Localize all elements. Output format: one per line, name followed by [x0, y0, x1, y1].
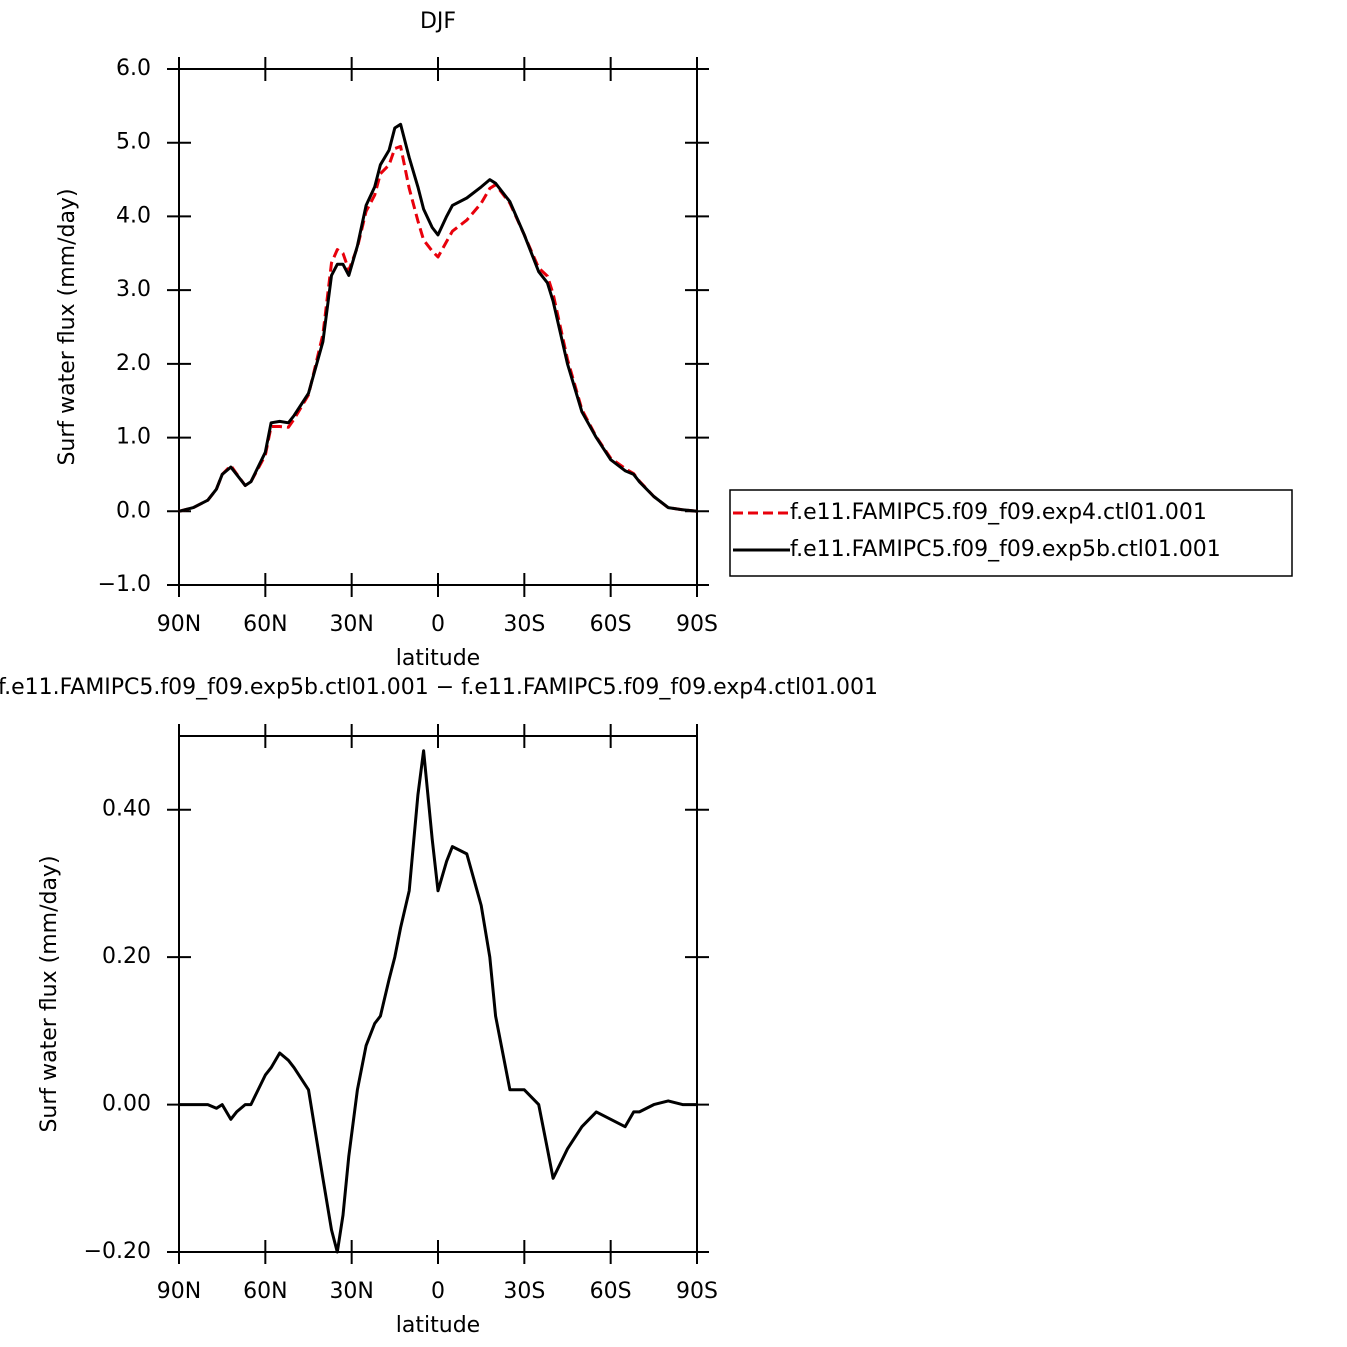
y-tick-label: 2.0 [116, 351, 151, 376]
y-tick-label: 5.0 [116, 130, 151, 155]
x-tick-label: 30N [329, 612, 373, 637]
plot-frame [178, 735, 698, 1253]
x-axis-label: latitude [396, 1313, 480, 1338]
x-tick-label: 60N [243, 1279, 287, 1304]
y-tick-label: −0.20 [84, 1239, 151, 1264]
x-tick-label: 30N [329, 1279, 373, 1304]
chart-title: DJF [420, 9, 456, 34]
y-axis-label: Surf water flux (mm/day) [37, 855, 62, 1132]
plot-frame [178, 68, 698, 586]
y-tick-label: 0.0 [116, 498, 151, 523]
y-tick-label: 6.0 [116, 56, 151, 81]
x-tick-label: 60S [590, 1279, 632, 1304]
data-line [178, 144, 698, 513]
chart-title: f.e11.FAMIPC5.f09_f09.exp5b.ctl01.001 − … [0, 675, 878, 700]
y-tick-label: 0.00 [102, 1092, 151, 1117]
x-tick-label: 90S [676, 1279, 718, 1304]
y-tick-label: 3.0 [116, 277, 151, 302]
y-tick-label: 1.0 [116, 425, 151, 450]
x-tick-label: 30S [503, 1279, 545, 1304]
x-tick-label: 60N [243, 612, 287, 637]
y-tick-label: 4.0 [116, 203, 151, 228]
legend-box [729, 489, 1293, 577]
data-line [178, 122, 698, 513]
y-tick-label: 0.40 [102, 797, 151, 822]
y-axis-label: Surf water flux (mm/day) [55, 188, 80, 465]
x-axis-label: latitude [396, 646, 480, 671]
x-tick-label: 60S [590, 612, 632, 637]
y-tick-label: 0.20 [102, 944, 151, 969]
x-tick-label: 90N [157, 1279, 201, 1304]
y-tick-label: −1.0 [98, 572, 151, 597]
x-tick-label: 30S [503, 612, 545, 637]
legend-label: f.e11.FAMIPC5.f09_f09.exp4.ctl01.001 [790, 500, 1207, 525]
x-tick-label: 90N [157, 612, 201, 637]
x-tick-label: 0 [431, 1279, 445, 1304]
x-tick-label: 90S [676, 612, 718, 637]
data-line [179, 749, 697, 1254]
legend-label: f.e11.FAMIPC5.f09_f09.exp5b.ctl01.001 [790, 537, 1221, 562]
x-tick-label: 0 [431, 612, 445, 637]
